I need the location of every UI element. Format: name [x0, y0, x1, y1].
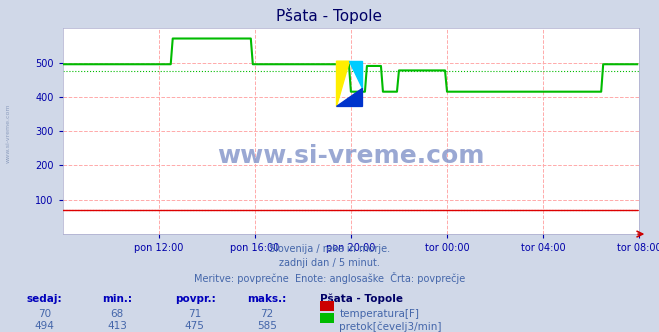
Text: Pšata - Topole: Pšata - Topole	[277, 8, 382, 24]
Text: pretok[čevelj3/min]: pretok[čevelj3/min]	[339, 321, 442, 332]
Text: zadnji dan / 5 minut.: zadnji dan / 5 minut.	[279, 258, 380, 268]
Text: 72: 72	[260, 309, 273, 319]
Polygon shape	[337, 61, 349, 107]
Polygon shape	[337, 88, 362, 107]
Text: povpr.:: povpr.:	[175, 294, 215, 304]
Text: 70: 70	[38, 309, 51, 319]
Text: 475: 475	[185, 321, 204, 331]
Text: temperatura[F]: temperatura[F]	[339, 309, 419, 319]
Text: 585: 585	[257, 321, 277, 331]
Text: min.:: min.:	[102, 294, 132, 304]
Text: sedaj:: sedaj:	[26, 294, 62, 304]
Text: 494: 494	[35, 321, 55, 331]
Text: Pšata - Topole: Pšata - Topole	[320, 294, 403, 304]
Text: maks.:: maks.:	[247, 294, 287, 304]
Text: Meritve: povprečne  Enote: anglosaške  Črta: povprečje: Meritve: povprečne Enote: anglosaške Črt…	[194, 272, 465, 284]
Text: www.si-vreme.com: www.si-vreme.com	[217, 144, 484, 168]
Text: 413: 413	[107, 321, 127, 331]
Polygon shape	[349, 61, 362, 88]
Text: 71: 71	[188, 309, 201, 319]
Text: Slovenija / reke in morje.: Slovenija / reke in morje.	[269, 244, 390, 254]
Text: 68: 68	[111, 309, 124, 319]
Text: www.si-vreme.com: www.si-vreme.com	[5, 103, 11, 163]
